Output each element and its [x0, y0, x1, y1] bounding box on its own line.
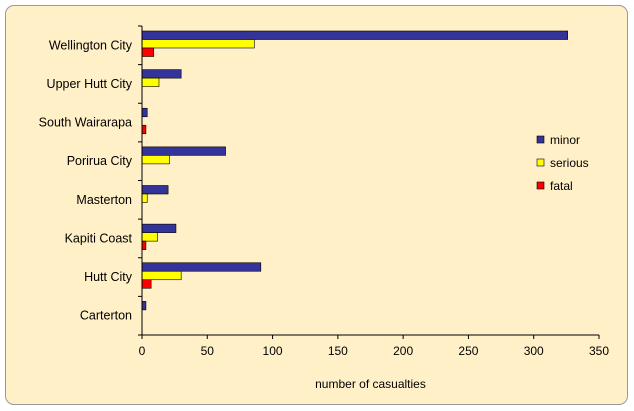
category-label-porirua-city: Porirua City	[67, 154, 133, 168]
legend-swatch-fatal	[536, 181, 545, 190]
bar-upper-hutt-city-serious	[141, 77, 160, 87]
bar-carterton-minor	[141, 301, 147, 311]
legend-label-fatal: fatal	[550, 179, 573, 193]
x-tick-label-0: 0	[139, 344, 146, 358]
bar-kapiti-coast-serious	[141, 232, 158, 242]
bar-masterton-minor	[141, 185, 169, 195]
legend-swatch-minor	[536, 135, 545, 144]
x-tick-label-300: 300	[524, 344, 544, 358]
category-label-kapiti-coast: Kapiti Coast	[65, 231, 133, 245]
x-tick-label-350: 350	[589, 344, 609, 358]
bar-south-wairarapa-fatal	[141, 124, 147, 135]
bar-masterton-serious	[141, 193, 148, 203]
bar-south-wairarapa-minor	[141, 107, 148, 118]
category-label-south-wairarapa: South Wairarapa	[39, 116, 132, 130]
category-label-hutt-city: Hutt City	[84, 270, 133, 284]
bar-porirua-city-minor	[141, 146, 226, 156]
legend-swatch-serious	[536, 158, 545, 167]
bar-kapiti-coast-minor	[141, 223, 177, 233]
category-label-wellington-city: Wellington City	[49, 38, 133, 52]
x-tick-label-250: 250	[458, 344, 478, 358]
category-label-carterton: Carterton	[80, 309, 132, 323]
bar-hutt-city-minor	[141, 262, 262, 272]
bar-wellington-city-minor	[141, 30, 568, 40]
bar-wellington-city-fatal	[141, 47, 155, 57]
chart-frame: Wellington City Upper Hutt City South Wair…	[5, 5, 628, 405]
bar-kapiti-coast-fatal	[141, 240, 147, 250]
x-tick-label-200: 200	[393, 344, 413, 358]
x-tick-label-100: 100	[263, 344, 283, 358]
bar-hutt-city-fatal	[141, 279, 152, 289]
bar-upper-hutt-city-minor	[141, 69, 182, 79]
x-axis-title: number of casualties	[315, 377, 426, 391]
legend-label-minor: minor	[550, 133, 580, 147]
legend-label-serious: serious	[550, 156, 589, 170]
category-label-masterton: Masterton	[76, 193, 132, 207]
x-tick-label-150: 150	[328, 344, 348, 358]
category-label-upper-hutt-city: Upper Hutt City	[47, 77, 133, 91]
bar-porirua-city-serious	[141, 155, 170, 165]
bar-hutt-city-serious	[141, 270, 182, 281]
bar-wellington-city-serious	[141, 39, 255, 49]
bar-chart: Wellington City Upper Hutt City South Wair…	[39, 25, 609, 391]
x-tick-label-50: 50	[201, 344, 215, 358]
